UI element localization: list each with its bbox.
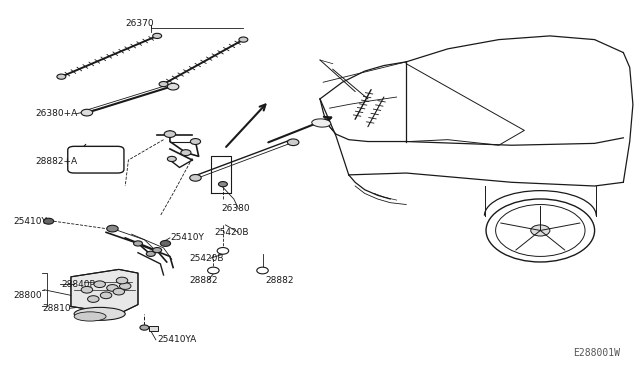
Circle shape <box>120 283 131 289</box>
Circle shape <box>495 205 585 256</box>
Text: E288001W: E288001W <box>573 348 620 358</box>
Circle shape <box>217 247 228 254</box>
Ellipse shape <box>74 312 106 321</box>
Text: 26380+A: 26380+A <box>36 109 78 118</box>
Circle shape <box>161 240 171 246</box>
Circle shape <box>113 288 125 295</box>
Circle shape <box>189 174 201 181</box>
Circle shape <box>147 251 156 256</box>
Circle shape <box>168 83 179 90</box>
Text: 25410Y: 25410Y <box>13 217 47 226</box>
Text: 25420B: 25420B <box>189 254 223 263</box>
Circle shape <box>57 74 66 79</box>
Text: 28882: 28882 <box>189 276 218 285</box>
Circle shape <box>190 138 200 144</box>
Circle shape <box>159 81 168 87</box>
Circle shape <box>180 150 191 155</box>
Text: 26380: 26380 <box>221 204 250 213</box>
Text: 28800: 28800 <box>13 291 42 300</box>
Circle shape <box>287 139 299 145</box>
Text: 25410Y: 25410Y <box>170 233 204 243</box>
Circle shape <box>140 325 149 330</box>
Circle shape <box>486 199 595 262</box>
Circle shape <box>81 109 93 116</box>
Circle shape <box>164 131 175 137</box>
Text: 28882+A: 28882+A <box>36 157 78 166</box>
Text: 28840P: 28840P <box>61 280 95 289</box>
Circle shape <box>153 33 162 38</box>
Circle shape <box>100 292 112 299</box>
Circle shape <box>81 286 93 293</box>
Circle shape <box>168 156 176 161</box>
Text: 28882: 28882 <box>266 276 294 285</box>
Circle shape <box>531 225 550 236</box>
Circle shape <box>239 37 248 42</box>
Text: 25420B: 25420B <box>214 228 249 237</box>
Text: 25410YA: 25410YA <box>157 335 196 344</box>
Circle shape <box>134 241 143 246</box>
Ellipse shape <box>312 119 331 127</box>
Circle shape <box>218 182 227 187</box>
FancyBboxPatch shape <box>68 146 124 173</box>
Circle shape <box>257 267 268 274</box>
Circle shape <box>153 247 162 253</box>
Text: 28810: 28810 <box>42 304 71 313</box>
Circle shape <box>207 267 219 274</box>
Circle shape <box>44 218 54 224</box>
Circle shape <box>107 285 118 291</box>
Circle shape <box>107 225 118 232</box>
Circle shape <box>94 281 106 288</box>
Circle shape <box>88 296 99 302</box>
Text: 26370: 26370 <box>125 19 154 28</box>
Bar <box>150 326 158 331</box>
Ellipse shape <box>74 307 125 320</box>
Circle shape <box>116 277 128 284</box>
Polygon shape <box>71 269 138 314</box>
